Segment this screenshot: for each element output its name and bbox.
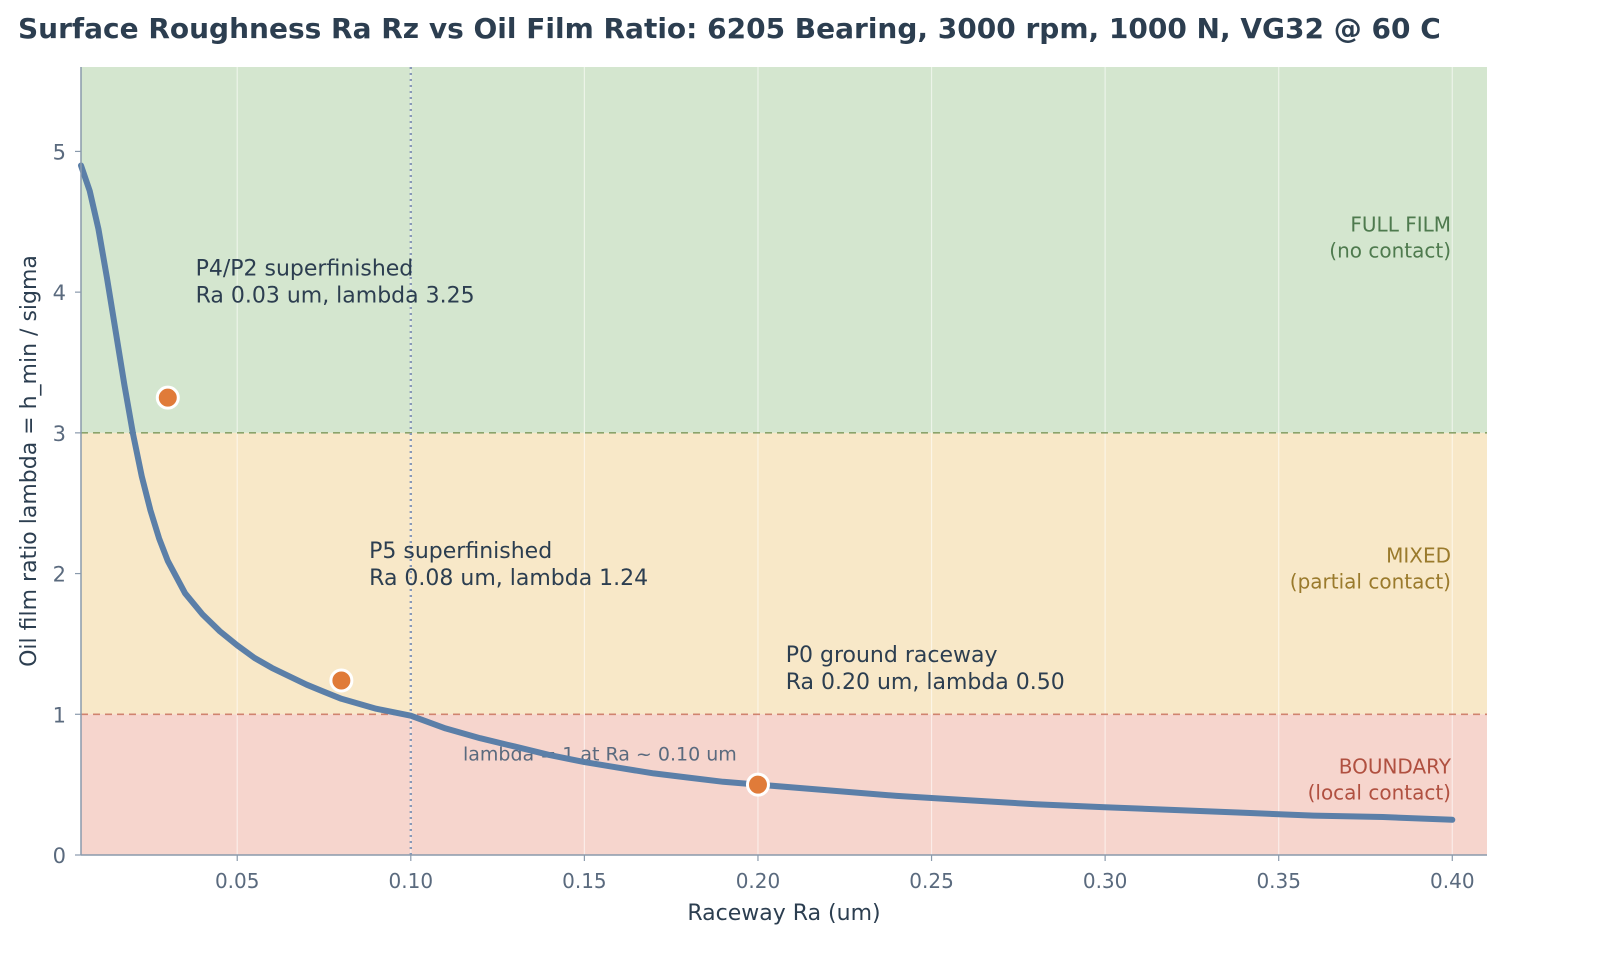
data-point [329, 668, 354, 693]
y-tick-label: 3 [53, 422, 66, 446]
axes: 0.05 0.10 0.15 0.20 0.25 0.30 0.35 0.40 0 1 2 3 4 5 Ra… [17, 67, 1487, 926]
y-tick-label: 5 [53, 140, 66, 164]
region-sublabel-full-film: (no contact) [1329, 239, 1451, 263]
chart-title: Surface Roughness Ra Rz vs Oil Film Rati… [18, 12, 1441, 45]
data-point [155, 385, 180, 410]
x-tick-label: 0.10 [389, 869, 434, 893]
y-tick-label: 4 [53, 281, 66, 305]
x-tick-label: 0.05 [215, 869, 260, 893]
x-tick-label: 0.25 [909, 869, 954, 893]
x-axis-title: Raceway Ra (um) [687, 901, 880, 926]
x-tick-label: 0.15 [562, 869, 607, 893]
x-tick-label: 0.35 [1256, 869, 1301, 893]
region-label-full-film: FULL FILM [1350, 213, 1451, 237]
band-full-film [81, 67, 1487, 433]
data-point [745, 772, 770, 797]
x-tick-label: 0.40 [1430, 869, 1475, 893]
point-annotation: P0 ground raceway Ra 0.20 um, lambda 0.50 [786, 643, 1065, 695]
grid-lines [236, 67, 1453, 855]
lambda-curve-group [78, 162, 1456, 823]
annotation-line-1: P4/P2 superfinished [196, 256, 414, 281]
band-mixed [81, 432, 1487, 715]
annotation-line-1: P0 ground raceway [786, 643, 998, 668]
y-tick-label: 0 [53, 844, 66, 868]
x-tick-label: 0.30 [1083, 869, 1128, 893]
annotations: P4/P2 superfinished Ra 0.03 um, lambda 3.… [196, 256, 1065, 695]
point-annotation: P4/P2 superfinished Ra 0.03 um, lambda 3.… [196, 256, 475, 308]
annotation-line-2: Ra 0.08 um, lambda 1.24 [369, 566, 648, 591]
y-tick-label: 1 [53, 703, 66, 727]
region-label-mixed: MIXED [1386, 543, 1451, 567]
region-label-boundary: BOUNDARY [1339, 754, 1452, 778]
x-tick-label: 0.20 [736, 869, 781, 893]
y-tick-label: 2 [53, 563, 66, 587]
annotation-line-2: Ra 0.20 um, lambda 0.50 [786, 670, 1065, 695]
region-labels: FULL FILM(no contact) MIXED(partial conta… [1290, 213, 1452, 805]
point-annotation: P5 superfinished Ra 0.08 um, lambda 1.24 [369, 539, 648, 591]
regime-bands [81, 67, 1487, 855]
lambda-curve [78, 162, 1456, 823]
threshold-lines [81, 432, 1487, 716]
region-sublabel-boundary: (local contact) [1308, 780, 1451, 804]
annotation-line-1: P5 superfinished [369, 539, 552, 564]
annotation-line-2: Ra 0.03 um, lambda 3.25 [196, 283, 475, 308]
data-points [155, 385, 770, 797]
region-sublabel-mixed: (partial contact) [1290, 569, 1451, 593]
y-axis-title: Oil film ratio lambda = h_min / sigma [17, 255, 42, 667]
